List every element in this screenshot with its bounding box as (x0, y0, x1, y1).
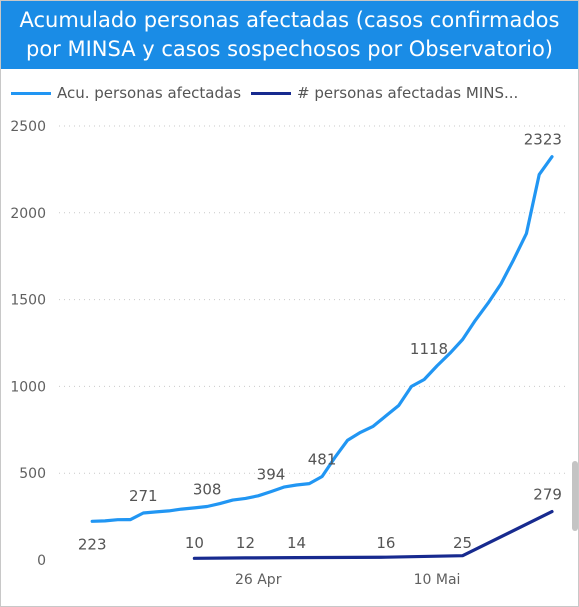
data-label: 223 (78, 535, 107, 553)
data-label: 279 (533, 486, 562, 504)
data-label: 271 (129, 487, 158, 505)
legend-swatch-minsa (251, 91, 292, 95)
y-tick-label: 2000 (10, 206, 46, 222)
y-tick-label: 1500 (10, 293, 46, 309)
series-line-acumulado (90, 155, 554, 523)
y-tick-label: 0 (37, 553, 46, 569)
series-line-minsa (192, 510, 554, 560)
scrollbar-thumb[interactable] (572, 461, 578, 531)
data-label: 394 (257, 466, 286, 484)
data-label: 481 (308, 450, 337, 468)
data-label: 12 (236, 534, 255, 552)
data-label: 16 (376, 534, 395, 552)
chart-title: Acumulado personas afectadas (casos conf… (19, 8, 560, 61)
legend-label-acumulado: Acu. personas afectadas (57, 84, 242, 102)
chart-title-bar: Acumulado personas afectadas (casos conf… (1, 1, 578, 69)
legend-item-minsa[interactable]: # personas afectadas MINS... (251, 84, 518, 102)
x-tick-label: 26 Apr (235, 572, 282, 588)
legend-item-acumulado[interactable]: Acu. personas afectadas (11, 84, 241, 102)
data-label: 308 (193, 481, 222, 499)
y-tick-label: 500 (19, 466, 46, 482)
data-label: 10 (185, 534, 204, 552)
y-tick-label: 1000 (10, 379, 46, 395)
data-label: 1118 (410, 340, 448, 358)
data-label: 14 (287, 534, 306, 552)
x-tick-label: 10 Mai (414, 572, 461, 588)
y-tick-label: 2500 (10, 119, 46, 135)
chart-legend: Acu. personas afectadas # personas afect… (11, 81, 528, 105)
data-label: 25 (453, 534, 472, 552)
legend-swatch-acumulado (11, 91, 51, 95)
data-label: 2323 (524, 131, 562, 149)
